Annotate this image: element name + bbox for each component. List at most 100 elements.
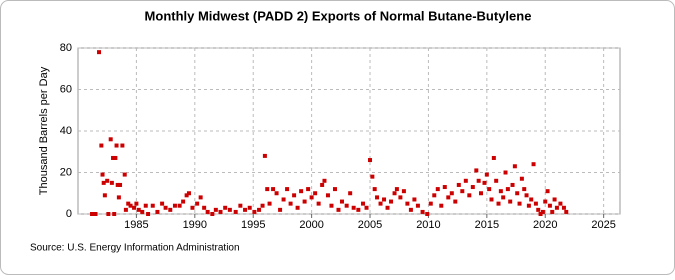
y-tick-label: 0	[66, 208, 72, 220]
data-point	[288, 201, 293, 206]
data-point	[401, 189, 406, 194]
data-point	[238, 203, 243, 208]
data-point	[90, 212, 95, 216]
data-point	[108, 137, 113, 142]
data-point	[554, 205, 559, 210]
x-tick-label: 2015	[475, 219, 499, 231]
data-point	[442, 185, 447, 190]
data-point	[389, 199, 394, 204]
data-point	[213, 207, 218, 212]
data-point	[470, 185, 475, 190]
data-point	[489, 197, 494, 202]
data-point	[503, 170, 508, 175]
data-point	[547, 203, 552, 208]
data-point	[428, 201, 433, 206]
data-point	[498, 189, 503, 194]
data-point	[150, 203, 155, 208]
data-point	[101, 180, 106, 185]
data-point	[128, 203, 133, 208]
data-point	[202, 205, 207, 210]
data-point	[519, 176, 524, 181]
data-point	[299, 189, 304, 194]
data-point	[123, 207, 128, 212]
data-point	[364, 205, 369, 210]
data-point	[172, 203, 177, 208]
x-tick-label: 1985	[124, 219, 148, 231]
data-point	[484, 172, 489, 177]
data-point	[460, 189, 465, 194]
data-point	[102, 193, 107, 198]
data-point	[385, 205, 390, 210]
data-point	[344, 203, 349, 208]
data-point	[243, 207, 248, 212]
data-point	[122, 172, 127, 177]
data-point	[378, 201, 383, 206]
data-point	[536, 207, 541, 212]
data-point	[115, 182, 120, 187]
data-point	[543, 199, 548, 204]
data-point	[564, 209, 569, 214]
data-point	[106, 212, 111, 216]
data-point	[398, 195, 403, 200]
data-point	[561, 205, 566, 210]
y-tick-label: 60	[60, 83, 72, 95]
data-point	[370, 174, 375, 179]
data-point	[491, 155, 496, 160]
data-point	[320, 182, 325, 187]
data-point	[113, 155, 118, 160]
data-point	[474, 168, 479, 173]
data-point	[508, 199, 513, 204]
data-point	[118, 182, 123, 187]
x-tick-label: 1995	[241, 219, 265, 231]
data-point	[361, 201, 366, 206]
x-tick-label: 2010	[416, 219, 440, 231]
data-point	[405, 201, 410, 206]
chart-title: Monthly Midwest (PADD 2) Exports of Norm…	[145, 8, 532, 23]
data-point	[524, 193, 529, 198]
data-point	[271, 187, 276, 192]
data-point	[146, 212, 151, 216]
data-point	[302, 199, 307, 204]
data-point	[120, 143, 125, 148]
data-point	[478, 191, 483, 196]
data-point	[501, 195, 506, 200]
data-point	[163, 205, 168, 210]
data-point	[382, 197, 387, 202]
data-point	[510, 182, 515, 187]
data-point	[257, 207, 262, 212]
data-point	[177, 203, 182, 208]
data-point	[372, 187, 377, 192]
data-point	[322, 178, 327, 183]
data-point	[111, 155, 116, 160]
x-tick-label: 2020	[533, 219, 557, 231]
data-point	[494, 178, 499, 183]
data-point	[143, 203, 148, 208]
data-point	[105, 178, 110, 183]
data-point	[262, 153, 267, 158]
data-point	[529, 197, 534, 202]
data-point	[233, 209, 238, 214]
data-point	[332, 187, 337, 192]
data-point	[412, 197, 417, 202]
data-point	[432, 193, 437, 198]
data-point	[425, 212, 430, 216]
data-point	[375, 195, 380, 200]
data-point	[260, 203, 265, 208]
data-point	[274, 191, 279, 196]
data-point	[329, 203, 334, 208]
data-point	[134, 201, 139, 206]
data-point	[112, 212, 117, 216]
data-point	[181, 199, 186, 204]
data-point	[155, 209, 160, 214]
data-point	[223, 205, 228, 210]
data-point	[540, 209, 545, 214]
data-point	[210, 212, 215, 216]
data-point	[351, 205, 356, 210]
data-point	[339, 199, 344, 204]
data-point	[140, 209, 145, 214]
data-point	[265, 187, 270, 192]
data-point	[116, 195, 121, 200]
y-tick-label: 80	[60, 42, 72, 54]
data-point	[93, 212, 98, 216]
